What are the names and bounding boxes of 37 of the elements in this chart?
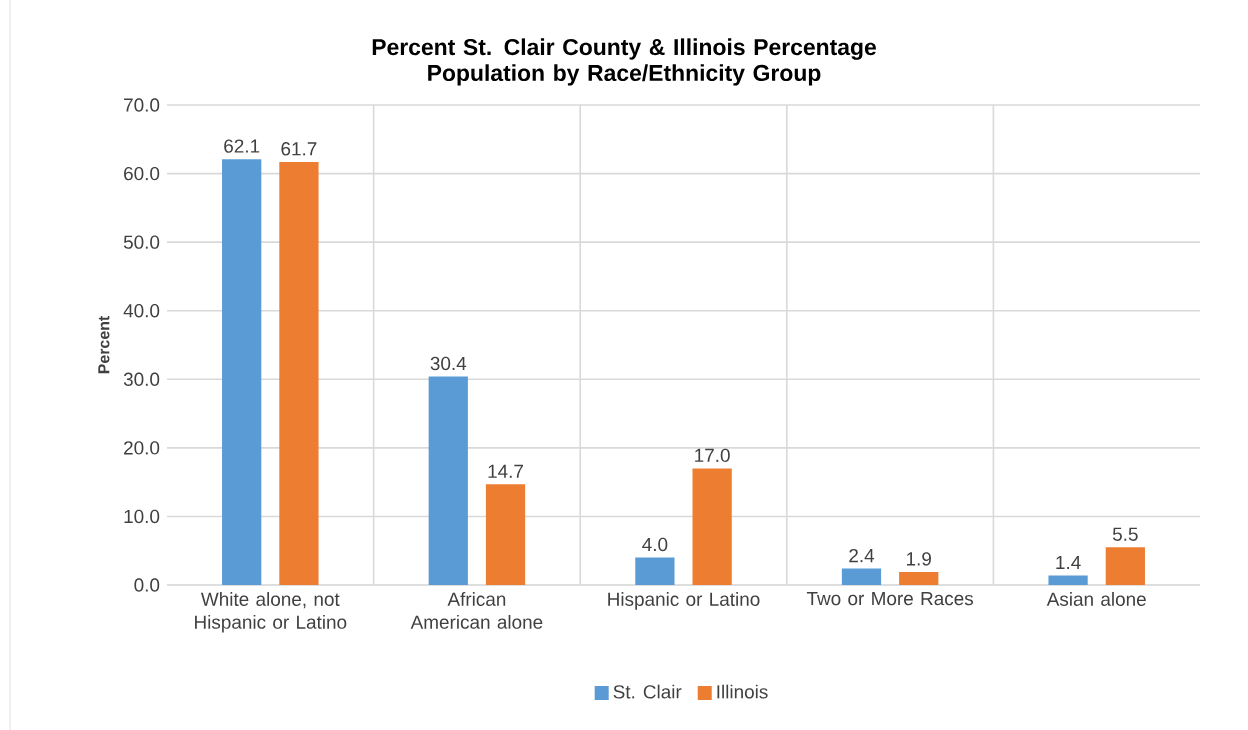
y-tick-label: 20.0: [124, 441, 160, 455]
bar: [635, 557, 675, 585]
data-label: 1.4: [1056, 555, 1081, 569]
data-label: 17.0: [695, 448, 730, 463]
y-tick-label: 0.0: [134, 578, 160, 592]
data-label: 2.4: [849, 548, 875, 563]
bar: [1048, 575, 1088, 585]
x-tick-label: Two or More Races: [806, 592, 974, 606]
data-label: 1.9: [906, 552, 931, 566]
data-label: 4.0: [642, 537, 668, 552]
x-tick-label: Hispanic or Latino: [608, 592, 760, 610]
y-tick-label: 40.0: [123, 304, 160, 318]
bar: [279, 161, 319, 585]
y-tick-label: 10.0: [124, 509, 160, 524]
bar: [1105, 547, 1145, 585]
data-label: 30.4: [430, 356, 467, 371]
y-axis-title: Percent: [98, 315, 110, 374]
legend-label: Illinois: [717, 684, 768, 699]
y-tick-label: 70.0: [124, 98, 160, 112]
bar: [428, 376, 468, 585]
data-label: 62.1: [224, 139, 260, 153]
bar: [222, 159, 262, 585]
x-tick-label: Asian alone: [1046, 592, 1146, 606]
y-tick-label: 60.0: [124, 166, 160, 181]
bar: [692, 468, 732, 585]
x-tick-label: White alone, not Hispanic or Latino: [195, 592, 347, 633]
bar: [899, 571, 939, 585]
legend-label: St. Clair: [613, 684, 682, 699]
y-tick-label: 30.0: [123, 372, 160, 386]
bar: [485, 484, 526, 585]
data-label: 14.7: [488, 464, 523, 478]
y-tick-label: 50.0: [123, 235, 160, 249]
x-tick-label: African American alone: [410, 592, 543, 629]
data-label: 5.5: [1112, 527, 1138, 541]
bar: [841, 568, 882, 585]
chart-title: Percent St. Clair County & Illinois Percentage Population by Race/Ethnicity Group: [372, 38, 876, 86]
data-label: 61.7: [281, 142, 317, 156]
